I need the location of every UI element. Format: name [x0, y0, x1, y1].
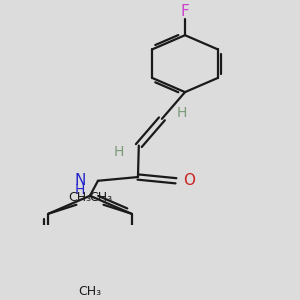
Text: CH₃: CH₃: [68, 191, 91, 204]
Text: CH₃: CH₃: [78, 285, 101, 298]
Text: O: O: [183, 173, 195, 188]
Text: H: H: [75, 183, 85, 197]
Text: N: N: [74, 172, 86, 188]
Text: F: F: [181, 4, 189, 19]
Text: H: H: [177, 106, 187, 120]
Text: CH₃: CH₃: [89, 191, 112, 204]
Text: H: H: [114, 145, 124, 159]
